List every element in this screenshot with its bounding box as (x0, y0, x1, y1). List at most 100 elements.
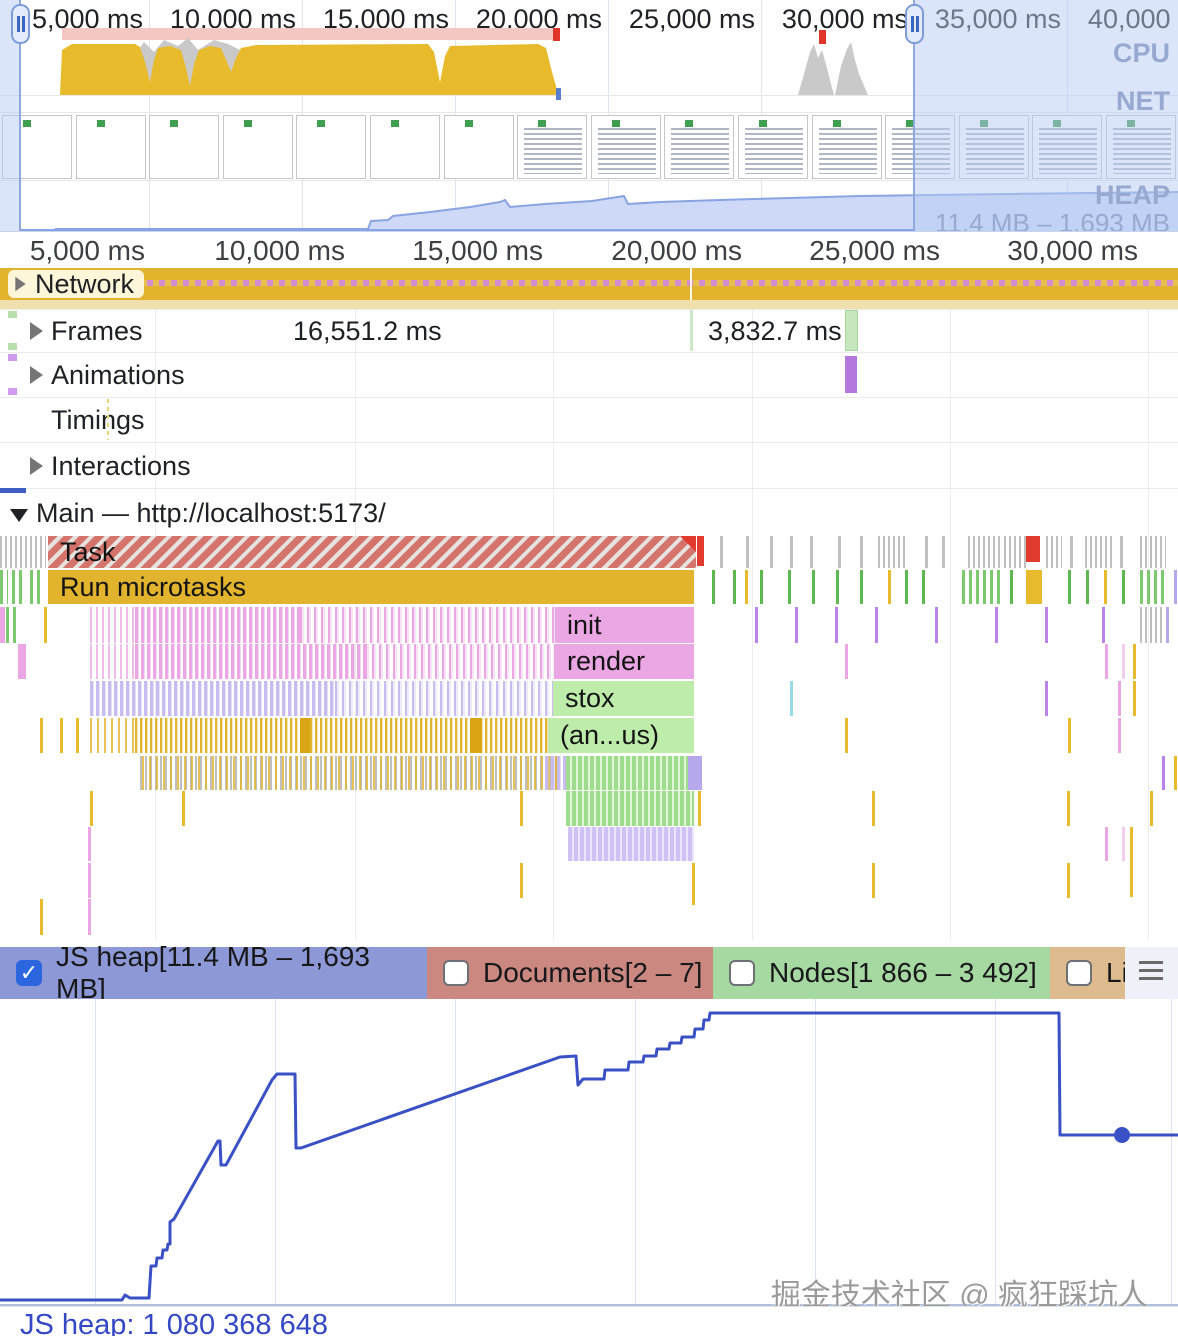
screenshot-thumbnail[interactable] (738, 115, 808, 179)
task-error (1026, 536, 1040, 562)
activity-stripes (968, 536, 1002, 568)
flame-label: init (567, 609, 602, 640)
task-error (697, 536, 704, 566)
network-track-substrip (0, 300, 1178, 309)
ruler-label: 20,000 ms (611, 235, 742, 266)
screenshot-thumbnail[interactable] (811, 115, 882, 179)
activity-block (688, 756, 702, 790)
animation-mark (8, 388, 17, 395)
overview-left-dim (0, 0, 19, 231)
track-network-label[interactable]: Network (8, 268, 145, 299)
overview-ruler-label: 25,000 ms (628, 4, 755, 34)
expand-arrow-icon[interactable] (30, 366, 43, 384)
flame-stox-bar[interactable]: stox (553, 681, 694, 716)
chart-gridline (995, 999, 996, 1306)
network-requests-dashes (135, 280, 1178, 286)
activity-stripes (12, 570, 22, 604)
long-frame-bar[interactable] (845, 310, 858, 351)
legend-listeners[interactable]: Li (1050, 947, 1125, 999)
animation-bar[interactable] (845, 356, 857, 393)
timeline-gridline (1148, 268, 1149, 940)
screenshot-thumbnail[interactable] (517, 115, 588, 179)
timeline-gridline (155, 268, 156, 940)
flame-label: stox (565, 683, 615, 713)
track-network[interactable]: Network (0, 268, 1178, 300)
flame-run-microtasks-bar[interactable]: Run microtasks (48, 570, 694, 604)
flame-anonymous-bar[interactable]: (an...us) (548, 718, 694, 753)
activity-stripes (0, 536, 46, 568)
activity-stripes (1085, 536, 1113, 568)
track-label-text: Timings (51, 405, 145, 435)
timeline-gridline (553, 268, 554, 940)
selection-right-line (913, 0, 915, 231)
overview-right-dim (915, 0, 1178, 231)
activity-stripes (135, 607, 300, 643)
flame-label: (an...us) (560, 720, 660, 750)
screenshot-thumbnail[interactable] (443, 115, 514, 179)
track-main-thread[interactable]: Main — http://localhost:5173/ (0, 488, 1178, 535)
legend-label: Documents[2 – 7] (483, 957, 703, 988)
timeline-overview[interactable]: 5,000 ms 10,000 ms 15,000 ms 20,000 ms 2… (0, 0, 1178, 232)
screenshot-thumbnail[interactable] (75, 115, 146, 179)
favicon-dot (391, 120, 399, 127)
activity-stripes (300, 607, 555, 643)
nodes-checkbox[interactable] (729, 960, 755, 986)
expand-arrow-icon[interactable] (30, 322, 43, 340)
activity-stripes (1140, 607, 1162, 643)
legend-label: JS heap[11.4 MB – 1,693 MB] (56, 941, 370, 1004)
legend-documents[interactable]: Documents[2 – 7] (427, 947, 713, 999)
favicon-dot (243, 120, 252, 127)
activity-stripes (0, 570, 8, 604)
track-frames[interactable]: Frames 16,551.2 ms 3,832.7 ms (0, 309, 1178, 352)
ruler-label: 10,000 ms (214, 235, 345, 266)
legend-js-heap[interactable]: ✓ JS heap[11.4 MB – 1,693 MB] (0, 941, 427, 1004)
legend-nodes[interactable]: Nodes[1 866 – 3 492] (713, 947, 1050, 999)
flame-render-bar[interactable]: render (555, 644, 694, 679)
chart-gridline (1171, 999, 1172, 1306)
memory-chart[interactable] (0, 999, 1178, 1306)
screenshot-thumbnail[interactable] (664, 115, 735, 179)
screenshot-thumbnail[interactable] (590, 115, 661, 179)
js-heap-checkbox[interactable]: ✓ (16, 960, 42, 986)
expand-arrow-icon[interactable] (15, 276, 26, 292)
collapse-arrow-icon[interactable] (10, 509, 28, 522)
selected-sample-dot[interactable] (1114, 1127, 1130, 1143)
screenshot-thumbnail[interactable] (296, 115, 367, 179)
frame-duration: 3,832.7 ms (708, 316, 842, 346)
track-interactions[interactable]: Interactions (0, 442, 1178, 488)
track-timings[interactable]: Timings (0, 397, 1178, 442)
menu-icon[interactable] (1139, 961, 1163, 985)
track-label-text: Network (35, 268, 135, 299)
favicon-dot (96, 120, 105, 127)
activity-stripes (6, 607, 20, 643)
favicon-dot (317, 120, 326, 127)
frame-mark (8, 343, 17, 350)
selection-left-line (19, 0, 21, 231)
favicon-dot (611, 120, 620, 127)
activity-stripes (545, 756, 566, 790)
activity-stripes (142, 756, 560, 790)
activity-stripes (566, 756, 688, 790)
documents-checkbox[interactable] (443, 960, 469, 986)
flame-init-bar[interactable]: init (555, 607, 694, 643)
ruler-label: 25,000 ms (809, 235, 940, 266)
timeline-gridline (950, 268, 951, 940)
favicon-dot (906, 120, 915, 127)
track-label-text: Frames (51, 316, 143, 346)
overview-cpu-chart (60, 38, 868, 95)
screenshot-thumbnail[interactable] (149, 115, 220, 179)
flame-task-bar[interactable]: Task (48, 536, 696, 568)
selection-handle-left[interactable] (11, 4, 30, 44)
expand-arrow-icon[interactable] (30, 457, 43, 475)
chart-baseline (0, 1304, 1178, 1306)
activity-block (470, 718, 482, 753)
screenshot-thumbnail[interactable] (370, 115, 440, 179)
listeners-checkbox[interactable] (1066, 960, 1092, 986)
selection-handle-right[interactable] (905, 4, 924, 44)
screenshot-thumbnail[interactable] (222, 115, 293, 179)
main-timeline-ruler[interactable]: 5,000 ms 10,000 ms 15,000 ms 20,000 ms 2… (0, 233, 1178, 268)
track-animations[interactable]: Animations (0, 352, 1178, 397)
flame-chart[interactable]: Task Run microtasks (0, 535, 1178, 1336)
net-request-tick (556, 88, 561, 100)
